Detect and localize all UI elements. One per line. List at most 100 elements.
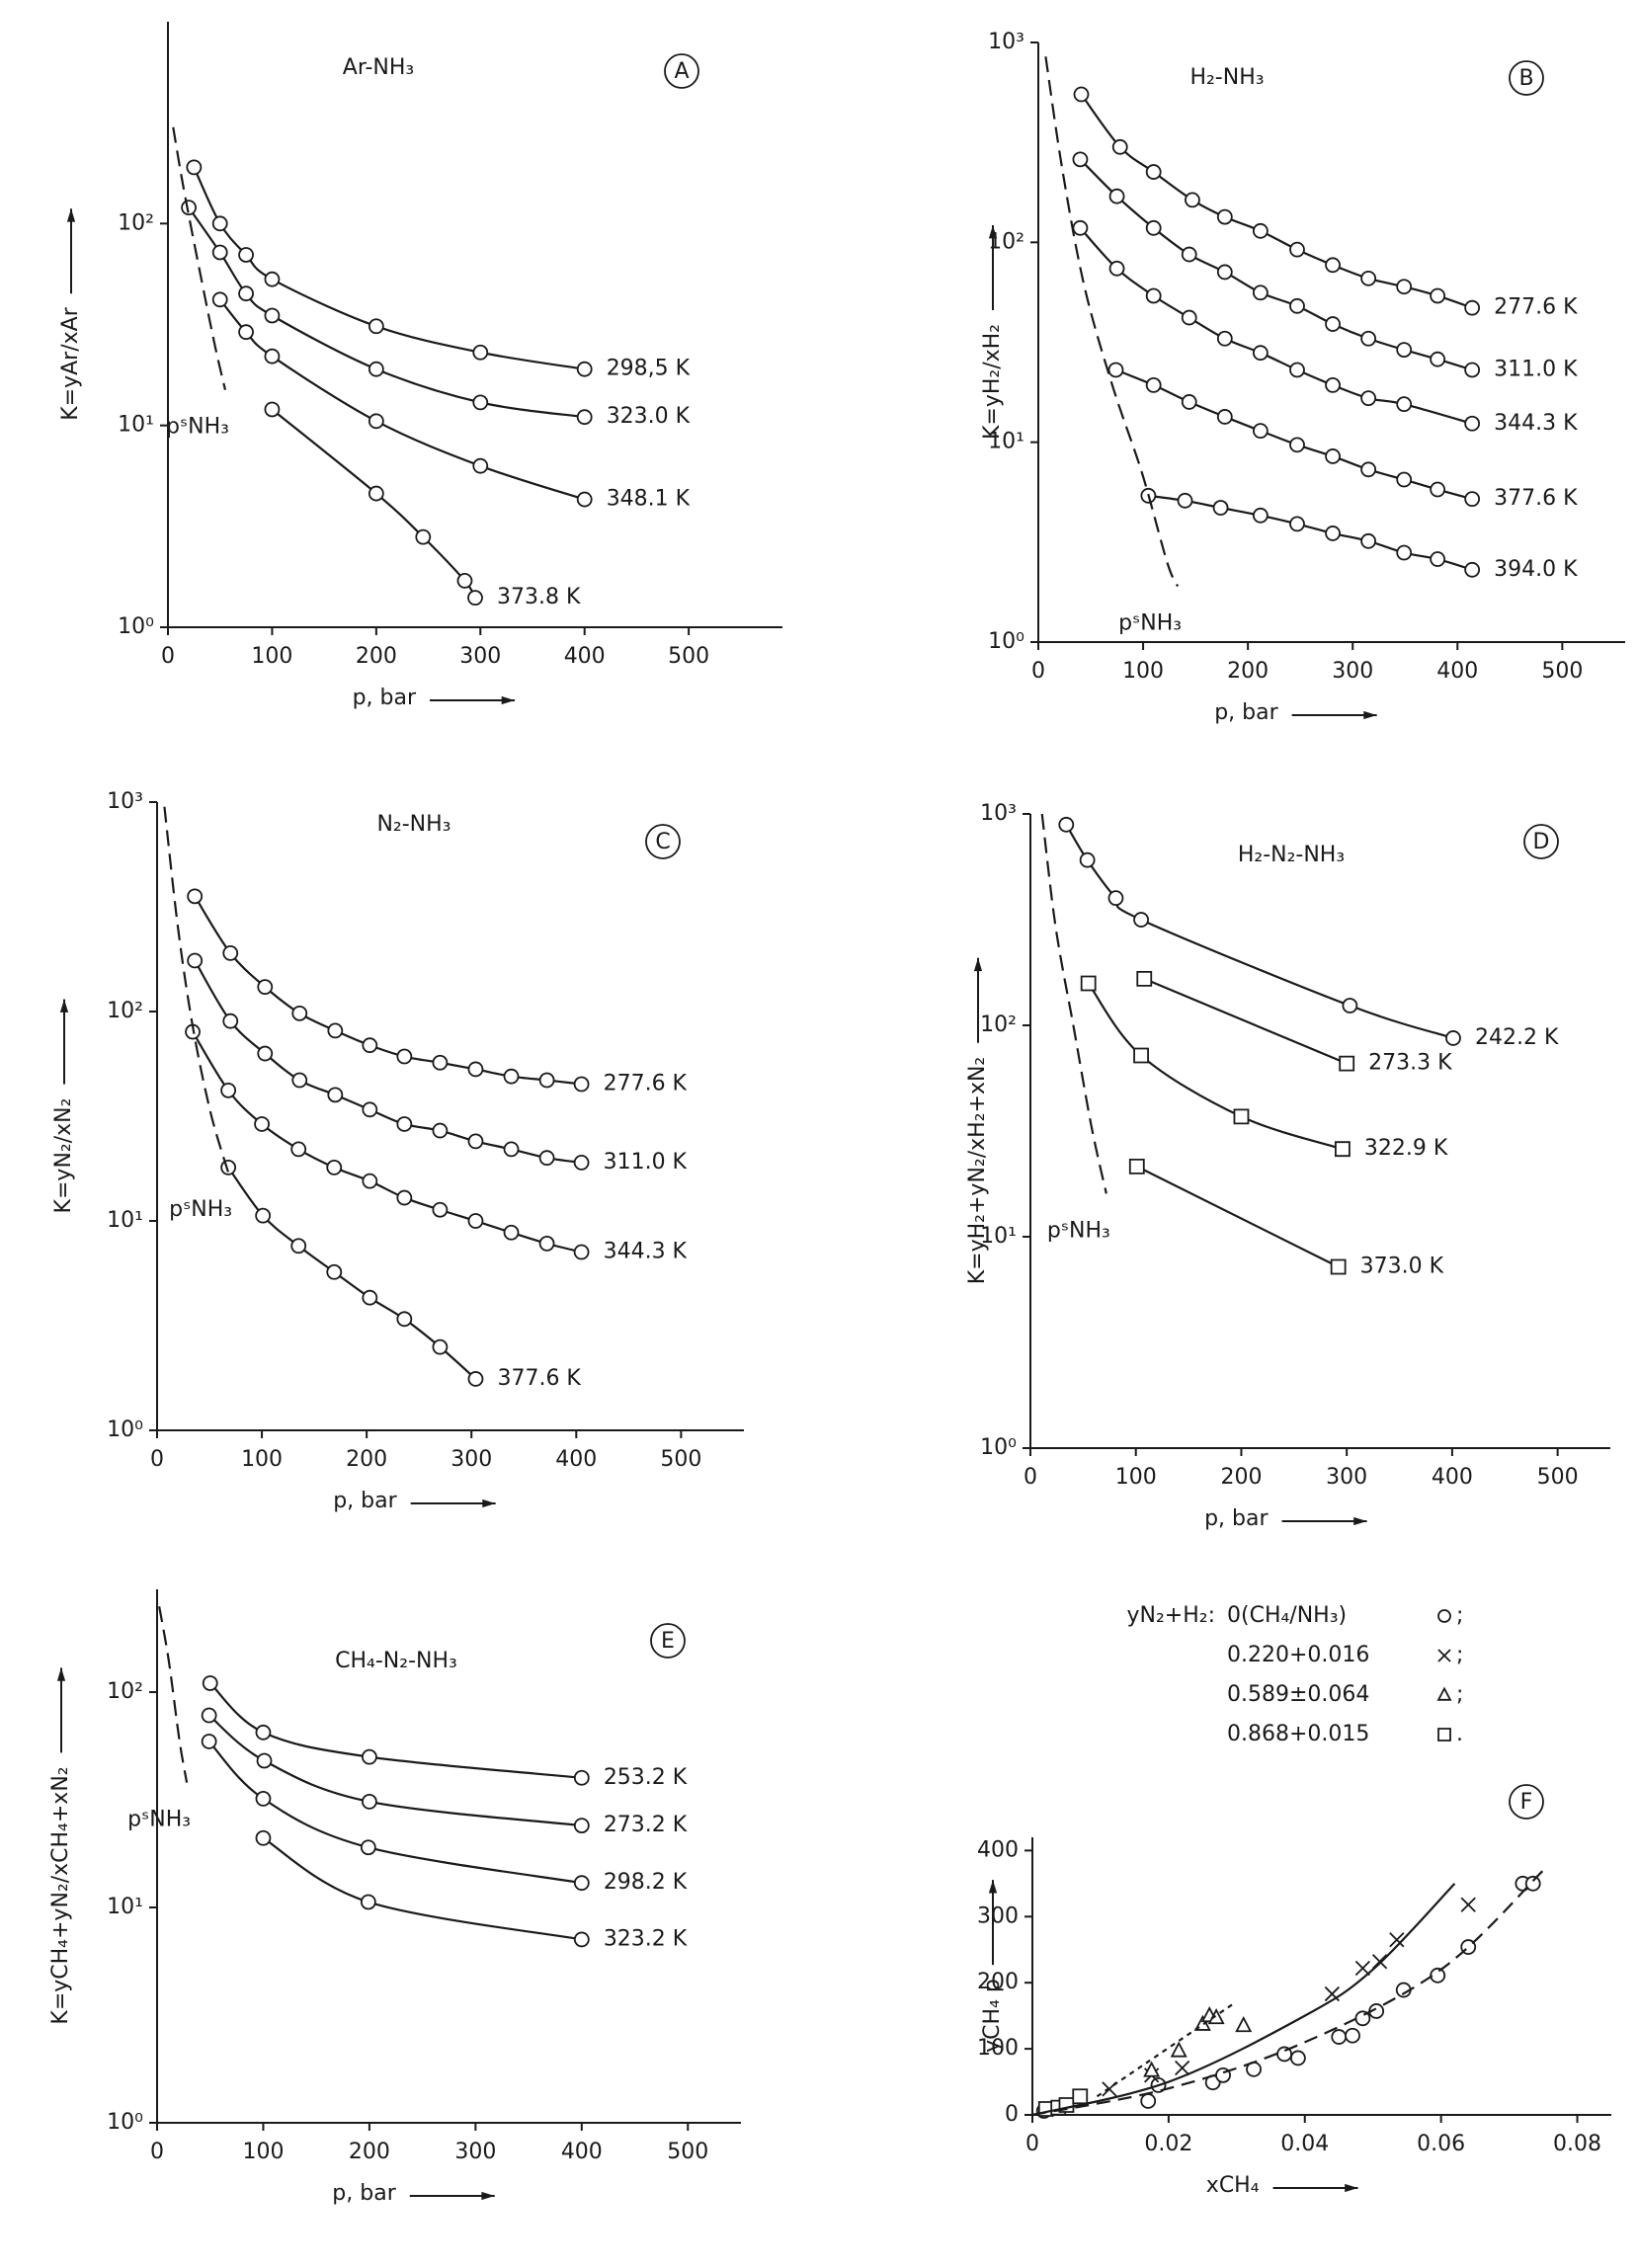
x-tick-label: 300 bbox=[1326, 1465, 1367, 1490]
series-label: 377.6 K bbox=[497, 1366, 581, 1391]
series-label: 348.1 K bbox=[607, 487, 691, 512]
x-tick-label: 300 bbox=[459, 644, 501, 669]
marker-circle bbox=[1289, 241, 1305, 258]
marker-circle bbox=[1325, 316, 1341, 332]
marker-circle bbox=[1133, 912, 1149, 928]
axis-arrowhead bbox=[66, 208, 76, 222]
marker-circle bbox=[238, 247, 254, 263]
x-tick-label: 0 bbox=[1025, 2132, 1039, 2156]
marker-circle bbox=[1289, 297, 1305, 314]
marker-circle bbox=[467, 590, 483, 607]
legend-marker bbox=[1437, 1609, 1451, 1623]
marker-circle bbox=[187, 888, 204, 905]
y-axis-label: K=yAr/xAr bbox=[58, 306, 83, 420]
marker-circle bbox=[1464, 362, 1481, 378]
marker-triangle bbox=[1170, 2041, 1188, 2058]
legend-suffix: . bbox=[1456, 1722, 1463, 1746]
marker-circle bbox=[1072, 219, 1089, 236]
axis-arrowhead bbox=[59, 999, 69, 1012]
marker-circle bbox=[1325, 257, 1341, 274]
curve bbox=[1087, 982, 1344, 1151]
axis-arrowhead bbox=[482, 1498, 496, 1508]
marker-circle bbox=[257, 979, 274, 996]
marker-circle bbox=[1058, 816, 1075, 833]
marker-circle bbox=[1396, 396, 1413, 413]
marker-circle bbox=[264, 401, 281, 418]
panel-letter: E bbox=[661, 1629, 675, 1654]
marker-circle bbox=[503, 1141, 520, 1158]
series-label: 323.2 K bbox=[604, 1926, 688, 1951]
dashed-curve bbox=[1044, 56, 1180, 588]
saturation-label: pˢNH₃ bbox=[1118, 611, 1182, 636]
marker-circle bbox=[290, 1141, 307, 1158]
marker-circle bbox=[432, 1122, 449, 1139]
marker-circle bbox=[1360, 532, 1377, 549]
marker-circle bbox=[1289, 2050, 1306, 2066]
marker-circle bbox=[573, 1931, 590, 1948]
x-axis-label: p, bar bbox=[333, 1489, 397, 1513]
axis-arrowhead bbox=[1345, 2183, 1358, 2193]
marker-circle bbox=[1107, 890, 1124, 907]
dashed-curve bbox=[158, 1606, 189, 1783]
marker-circle bbox=[255, 1829, 272, 1846]
marker-square bbox=[1080, 975, 1097, 992]
marker-circle bbox=[362, 1794, 377, 1810]
y-tick-label: 10¹ bbox=[107, 1895, 143, 1919]
curve bbox=[1031, 1883, 1456, 2117]
marker-circle bbox=[472, 457, 489, 474]
y-tick-label: 10¹ bbox=[107, 1208, 143, 1233]
marker-circle bbox=[432, 1054, 449, 1071]
axis-arrowhead bbox=[988, 1880, 998, 1894]
x-tick-label: 200 bbox=[356, 644, 397, 669]
y-axis-label: K=yN₂/xN₂ bbox=[51, 1098, 76, 1214]
axis-arrowhead bbox=[1353, 1516, 1367, 1526]
marker-circle bbox=[1181, 246, 1197, 263]
marker-circle bbox=[1331, 2029, 1348, 2045]
series-label: 323.0 K bbox=[607, 404, 691, 429]
y-tick-label: 10² bbox=[980, 1012, 1017, 1037]
series-label: 298.2 K bbox=[604, 1870, 688, 1895]
series-label: 394.0 K bbox=[1494, 557, 1578, 582]
panel-letter-ring bbox=[1509, 1784, 1544, 1820]
marker-circle bbox=[327, 1087, 344, 1103]
series-label: 273.2 K bbox=[604, 1813, 688, 1837]
marker-circle bbox=[1079, 851, 1096, 868]
marker-square bbox=[1133, 1047, 1149, 1064]
marker-circle bbox=[255, 1724, 272, 1741]
y-tick-label: 300 bbox=[977, 1904, 1019, 1928]
marker-circle bbox=[472, 394, 489, 411]
marker-circle bbox=[220, 1159, 237, 1175]
axis-arrowhead bbox=[481, 2191, 495, 2201]
marker-cross bbox=[1389, 1932, 1405, 1948]
marker-circle bbox=[573, 1155, 590, 1171]
marker-circle bbox=[222, 945, 239, 961]
marker-square bbox=[1072, 2088, 1089, 2105]
marker-circle bbox=[573, 1818, 590, 1834]
marker-circle bbox=[368, 485, 384, 502]
curve bbox=[1143, 977, 1348, 1065]
marker-circle bbox=[1289, 516, 1305, 532]
y-tick-label: 100 bbox=[977, 2036, 1019, 2061]
marker-circle bbox=[1177, 492, 1193, 509]
x-axis-label: p, bar bbox=[332, 2181, 396, 2206]
marker-circle bbox=[467, 1213, 484, 1229]
x-tick-label: 300 bbox=[454, 2140, 496, 2164]
x-tick-label: 200 bbox=[349, 2140, 390, 2164]
panel-letter: A bbox=[674, 59, 689, 84]
marker-triangle bbox=[1235, 2016, 1253, 2033]
x-tick-label: 0 bbox=[1031, 659, 1045, 684]
marker-circle bbox=[396, 1116, 413, 1132]
marker-cross bbox=[1175, 2060, 1190, 2076]
axis-arrowhead bbox=[988, 224, 998, 239]
marker-circle bbox=[1464, 561, 1481, 578]
marker-circle bbox=[368, 413, 384, 430]
marker-circle bbox=[368, 318, 384, 335]
marker-square bbox=[1136, 970, 1153, 987]
y-tick-label: 10¹ bbox=[988, 430, 1024, 454]
marker-square bbox=[1339, 1055, 1355, 1072]
y-axis-label: K=yH₂/xH₂ bbox=[980, 324, 1005, 440]
marker-circle bbox=[238, 285, 254, 302]
axis-arrowhead bbox=[501, 695, 516, 705]
